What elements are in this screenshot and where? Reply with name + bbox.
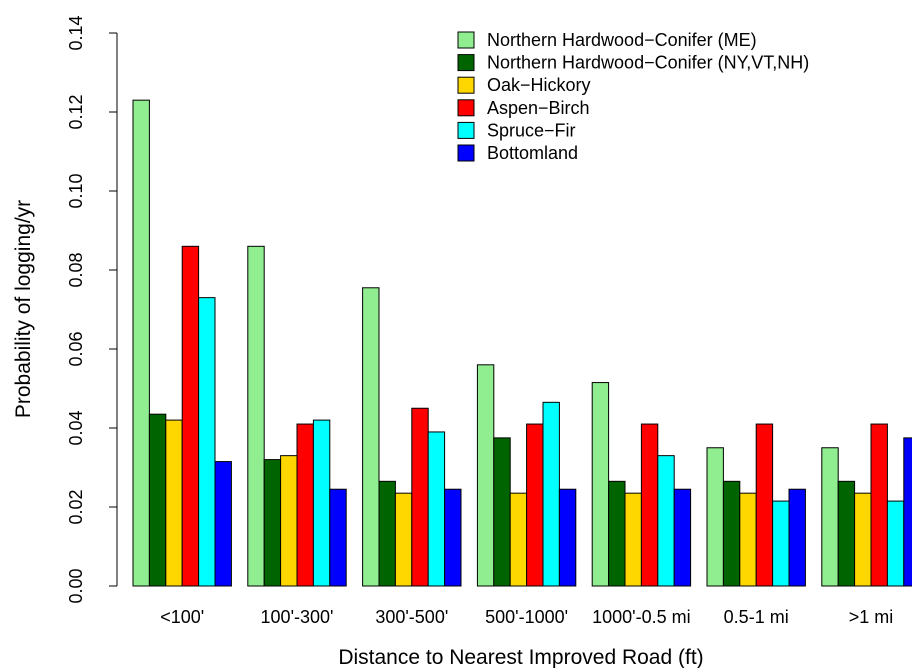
x-tick-label: 100'-300' xyxy=(261,607,334,627)
bar xyxy=(903,437,912,587)
bar xyxy=(263,459,282,587)
bar xyxy=(444,488,462,587)
x-tick-label: 1000'-0.5 mi xyxy=(592,607,691,627)
legend-swatch xyxy=(457,121,475,139)
legend-label: Spruce−Fir xyxy=(487,120,576,140)
x-axis-title: Distance to Nearest Improved Road (ft) xyxy=(338,646,703,668)
bar xyxy=(312,419,331,587)
bar xyxy=(837,480,856,587)
bar xyxy=(706,447,724,587)
bar xyxy=(739,492,757,587)
x-tick-label: 500'-1000' xyxy=(485,607,568,627)
bar xyxy=(148,413,167,587)
bar xyxy=(870,423,888,587)
bar xyxy=(558,488,577,587)
x-tick-label: 300'-500' xyxy=(375,607,448,627)
bar xyxy=(509,492,528,587)
bar xyxy=(476,364,495,587)
bar xyxy=(722,480,741,587)
bar xyxy=(411,407,429,587)
bar xyxy=(854,492,872,587)
legend-label: Oak−Hickory xyxy=(487,75,591,95)
legend-label: Northern Hardwood−Conifer (ME) xyxy=(487,30,757,50)
y-tick-label: 0.14 xyxy=(66,15,86,50)
bar xyxy=(280,455,298,587)
bar xyxy=(673,488,692,587)
bar xyxy=(788,488,806,587)
bar xyxy=(624,492,642,587)
y-tick-label: 0.02 xyxy=(66,489,86,524)
bar xyxy=(165,419,183,587)
x-axis: <100' 100'-300' 300'-500' 500'-1000' 1000'-0… xyxy=(160,607,893,627)
bar xyxy=(181,245,200,587)
legend-swatch xyxy=(457,54,475,72)
bar xyxy=(640,423,659,587)
y-axis: 0.00 0.02 0.04 0.06 0.08 0.10 0.12 0.14 xyxy=(66,15,118,604)
y-tick-label: 0.08 xyxy=(66,252,86,287)
legend: Northern Hardwood−Conifer (ME) Northern H… xyxy=(457,30,809,163)
legend-swatch xyxy=(457,76,475,94)
bar xyxy=(493,437,511,587)
bar xyxy=(378,480,396,587)
x-tick-label: <100' xyxy=(160,607,204,627)
x-tick-label: >1 mi xyxy=(849,607,894,627)
bars xyxy=(132,99,912,587)
x-tick-label: 0.5-1 mi xyxy=(724,607,789,627)
legend-swatch xyxy=(457,144,475,162)
bar xyxy=(755,423,774,587)
bar xyxy=(427,431,446,587)
y-tick-label: 0.00 xyxy=(66,568,86,603)
bar xyxy=(394,492,413,587)
legend-label: Aspen−Birch xyxy=(487,98,590,118)
bar xyxy=(329,488,347,587)
bar xyxy=(542,401,560,587)
bar xyxy=(657,455,675,587)
legend-swatch xyxy=(457,31,475,49)
y-axis-title: Probability of logging/yr xyxy=(12,200,35,418)
bar xyxy=(362,287,380,587)
legend-swatch xyxy=(457,99,475,117)
bar xyxy=(132,99,150,587)
bar xyxy=(247,245,265,587)
y-tick-label: 0.04 xyxy=(66,410,86,445)
bar xyxy=(591,382,610,587)
bar xyxy=(886,500,905,587)
bar xyxy=(526,423,544,587)
y-tick-label: 0.12 xyxy=(66,94,86,129)
y-tick-label: 0.06 xyxy=(66,331,86,366)
legend-label: Bottomland xyxy=(487,143,578,163)
bar xyxy=(214,461,232,587)
bar xyxy=(821,447,839,587)
y-tick-label: 0.10 xyxy=(66,173,86,208)
legend-label: Northern Hardwood−Conifer (NY,VT,NH) xyxy=(487,53,809,73)
bar xyxy=(608,480,626,587)
bar xyxy=(772,500,790,587)
bar xyxy=(198,297,216,587)
bar xyxy=(296,423,314,587)
